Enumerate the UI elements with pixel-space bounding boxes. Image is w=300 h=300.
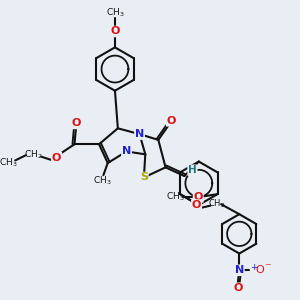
Text: N: N <box>122 146 131 157</box>
Text: O: O <box>52 152 61 163</box>
Text: O: O <box>192 200 201 210</box>
Text: N: N <box>135 129 144 139</box>
Text: CH$_3$: CH$_3$ <box>166 191 185 203</box>
Text: CH$_3$: CH$_3$ <box>93 174 111 187</box>
Text: S: S <box>140 172 148 182</box>
Text: O: O <box>233 283 242 293</box>
Text: N: N <box>235 265 244 275</box>
Text: CH$_3$: CH$_3$ <box>0 157 17 169</box>
Text: O: O <box>256 265 265 275</box>
Text: CH$_2$: CH$_2$ <box>208 198 226 211</box>
Text: O: O <box>71 118 81 128</box>
Text: CH$_2$: CH$_2$ <box>24 149 43 161</box>
Text: O: O <box>194 192 203 202</box>
Text: O: O <box>167 116 176 126</box>
Text: H: H <box>188 165 197 175</box>
Text: +: + <box>250 263 257 272</box>
Text: O: O <box>110 26 120 37</box>
Text: ⁻: ⁻ <box>265 262 271 275</box>
Text: CH$_3$: CH$_3$ <box>106 7 124 20</box>
